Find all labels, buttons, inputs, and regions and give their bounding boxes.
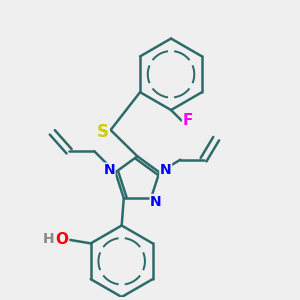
Text: N: N xyxy=(150,194,162,208)
Text: O: O xyxy=(56,232,69,247)
Text: N: N xyxy=(103,163,115,177)
Text: H: H xyxy=(43,232,55,246)
Text: S: S xyxy=(97,123,109,141)
Text: N: N xyxy=(160,163,172,177)
Text: F: F xyxy=(183,113,193,128)
